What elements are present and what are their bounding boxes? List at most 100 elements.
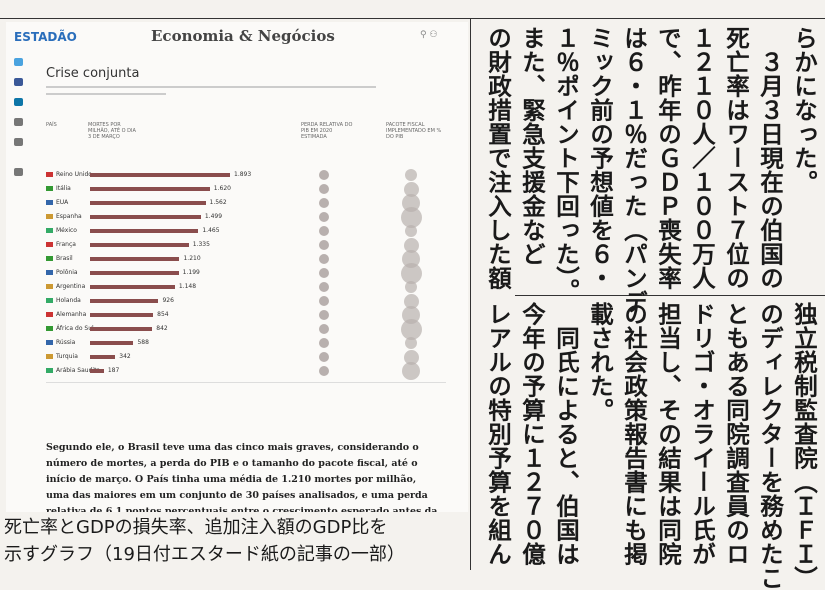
caption-line: 死亡率とGDPの損失率、追加注入額のGDP比を xyxy=(4,514,469,541)
caption: 死亡率とGDPの損失率、追加注入額のGDP比を 示すグラフ（19日付エスタード紙… xyxy=(4,514,469,568)
flag xyxy=(46,270,53,275)
flag xyxy=(46,200,53,205)
value-label: 1.562 xyxy=(210,199,227,206)
bar xyxy=(90,201,206,205)
text-column: 今年の予算に１２７０億 xyxy=(515,302,549,570)
bubble xyxy=(319,296,329,306)
flag xyxy=(46,256,53,261)
article-block: 独立税制監査院（ＩＦＩ）のディレクターを務めたこともある同院調査員のロドリゴ・オ… xyxy=(481,302,821,570)
bar xyxy=(90,215,201,219)
value-label: 1.199 xyxy=(183,269,200,276)
flag xyxy=(46,172,53,177)
country-name: Polônia xyxy=(56,269,78,276)
country-name: Brasil xyxy=(56,255,73,262)
text-column: の財政措置で注入した額 xyxy=(481,26,515,290)
top-rule xyxy=(0,18,825,19)
text-column: のディレクターを務めたこ xyxy=(753,302,787,570)
text-column: らかになった。 xyxy=(787,26,821,290)
bar xyxy=(90,243,189,247)
bubble xyxy=(319,226,329,236)
caption-line: 示すグラフ（19日付エスタード紙の記事の一部） xyxy=(4,541,469,568)
flag xyxy=(46,284,53,289)
flag xyxy=(46,298,53,303)
text-column: の社会政策報告書にも掲 xyxy=(617,302,651,570)
bubble xyxy=(319,310,329,320)
country-name: França xyxy=(56,241,76,248)
text-column: 同氏によると、伯国は xyxy=(549,302,583,570)
country-name: Rússia xyxy=(56,339,75,346)
text-column: １％ポイント下回った）。 xyxy=(549,26,583,290)
country-name: Argentina xyxy=(56,283,85,290)
bar xyxy=(90,327,152,331)
text-column: １２１０人／１００万人 xyxy=(685,26,719,290)
bar xyxy=(90,369,104,373)
country-name: EUA xyxy=(56,199,68,206)
text-column: ともある同院調査員のロ xyxy=(719,302,753,570)
bubble xyxy=(319,324,329,334)
text-column: ミック前の予想値を６・ xyxy=(583,26,617,290)
text-column: は６・１％だった（パンデ xyxy=(617,26,651,290)
value-label: 1.465 xyxy=(202,227,219,234)
text-column: 独立税制監査院（ＩＦＩ） xyxy=(787,302,821,570)
column-rule xyxy=(470,18,471,570)
text-column: 担当し、その結果は同院 xyxy=(651,302,685,570)
flag xyxy=(46,186,53,191)
bar xyxy=(90,229,198,233)
table-rule xyxy=(46,382,446,383)
country-name: Reino Unido xyxy=(56,171,92,178)
bubble xyxy=(319,254,329,264)
bar xyxy=(90,271,179,275)
bar xyxy=(90,355,115,359)
value-label: 342 xyxy=(119,353,130,360)
flag xyxy=(46,228,53,233)
bubble xyxy=(319,352,329,362)
bubble xyxy=(319,366,329,376)
bubble xyxy=(405,225,417,237)
text-column: ３月３日現在の伯国の xyxy=(753,26,787,290)
bubble xyxy=(319,170,329,180)
paragraph: Segundo ele, o Brasil teve uma das cinco… xyxy=(46,440,441,512)
value-label: 1.210 xyxy=(183,255,200,262)
country-name: México xyxy=(56,227,77,234)
bar xyxy=(90,187,210,191)
value-label: 1.148 xyxy=(179,283,196,290)
text-column: で、昨年のＧＤＰ喪失率 xyxy=(651,26,685,290)
country-name: Holanda xyxy=(56,297,81,304)
bubble xyxy=(402,362,420,380)
value-label: 187 xyxy=(108,367,119,374)
value-label: 1.335 xyxy=(193,241,210,248)
flag xyxy=(46,340,53,345)
value-label: 854 xyxy=(157,311,168,318)
text-column: また、緊急支援金など xyxy=(515,26,549,290)
bubble xyxy=(405,337,417,349)
flag xyxy=(46,214,53,219)
bubble xyxy=(319,212,329,222)
bubble xyxy=(405,281,417,293)
flag xyxy=(46,368,53,373)
text-column: 死亡率はワースト７位の xyxy=(719,26,753,290)
bar xyxy=(90,313,153,317)
bubble xyxy=(319,240,329,250)
bubble xyxy=(405,169,417,181)
country-name: Itália xyxy=(56,185,71,192)
flag xyxy=(46,354,53,359)
country-name: Espanha xyxy=(56,213,82,220)
page: {"photo": { "logo": "ESTADÃO", "section"… xyxy=(0,0,825,570)
bar xyxy=(90,173,230,177)
value-label: 1.499 xyxy=(205,213,222,220)
value-label: 926 xyxy=(162,297,173,304)
value-label: 842 xyxy=(156,325,167,332)
text-column: レアルの特別予算を組ん xyxy=(481,302,515,570)
text-column: ドリゴ・オライール氏が xyxy=(685,302,719,570)
text-column: 載された。 xyxy=(583,302,617,570)
bubble xyxy=(319,268,329,278)
bar xyxy=(90,341,133,345)
value-label: 1.620 xyxy=(214,185,231,192)
flag xyxy=(46,326,53,331)
bubble xyxy=(319,198,329,208)
country-name: Alemanha xyxy=(56,311,86,318)
bubble xyxy=(319,282,329,292)
country-name: Turquia xyxy=(56,353,78,360)
